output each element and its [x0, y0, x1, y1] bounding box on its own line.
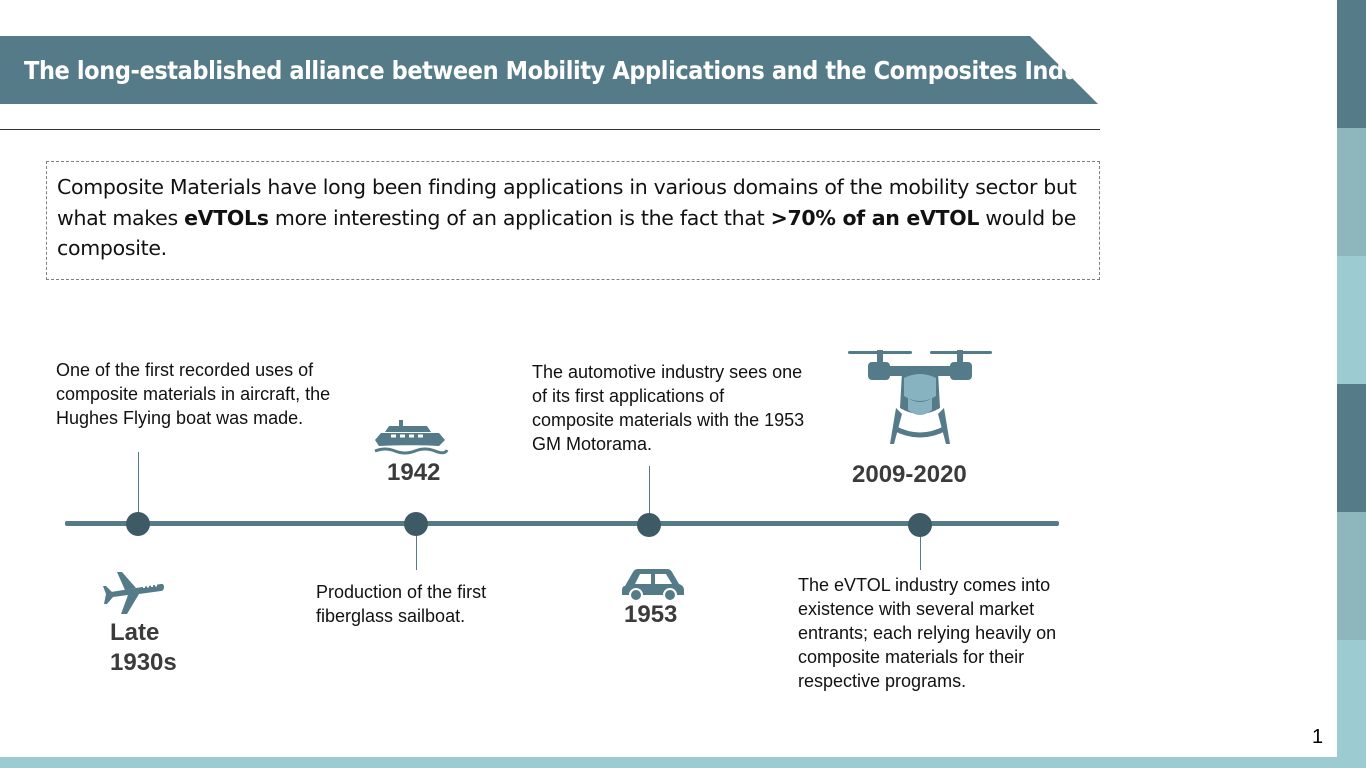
event-4-description: The eVTOL industry comes into existence …: [798, 575, 1057, 691]
side-strip-segment-2: [1337, 128, 1366, 256]
event-1-year-line1: Late: [110, 619, 160, 646]
event-4-year: 2009-2020: [852, 461, 967, 488]
intro-text-part2: more interesting of an application is th…: [268, 205, 771, 230]
event-1-description: One of the first recorded uses of compos…: [56, 360, 331, 428]
intro-text-part3: would be composite.: [57, 205, 1077, 261]
evtol-drone-icon: [848, 350, 992, 444]
side-strip-segment-1: [1337, 0, 1366, 128]
side-strip-segment-6: [1337, 640, 1366, 768]
page-number: 1: [1312, 726, 1324, 748]
bottom-accent-bar: [0, 757, 1366, 768]
event-3-year: 1953: [624, 601, 678, 628]
airplane-icon: [103, 572, 164, 614]
title-divider: [0, 129, 1100, 130]
timeline-dot-2: [404, 512, 428, 536]
car-icon: [622, 569, 684, 602]
title-banner: The long-established alliance between Mo…: [0, 36, 1098, 104]
side-strip-segment-3: [1337, 256, 1366, 384]
timeline-stem-3: [649, 466, 650, 522]
event-2-description: Production of the first fiberglass sailb…: [316, 582, 487, 626]
side-strip-segment-4: [1337, 384, 1366, 512]
intro-bold-evtols: eVTOLs: [184, 205, 269, 230]
timeline-dot-1: [126, 512, 150, 536]
timeline-stem-1: [138, 452, 139, 522]
timeline-stem-4: [920, 524, 921, 570]
side-strip-segment-5: [1337, 512, 1366, 640]
timeline-axis: [65, 521, 1059, 526]
event-2-year: 1942: [387, 459, 441, 486]
slide-title: The long-established alliance between Mo…: [24, 56, 1128, 85]
intro-bold-percentage: >70% of an eVTOL: [770, 205, 980, 230]
intro-callout-box: Composite Materials have long been findi…: [46, 161, 1100, 280]
intro-text-part1: Composite Materials have long been findi…: [57, 175, 1077, 230]
timeline-stem-2: [416, 524, 417, 570]
timeline-dot-4: [908, 513, 932, 537]
boat-icon: [374, 420, 449, 455]
timeline-dot-3: [637, 513, 661, 537]
event-3-description: The automotive industry sees one of its …: [532, 362, 805, 454]
event-1-year-line2: 1930s: [110, 649, 177, 676]
